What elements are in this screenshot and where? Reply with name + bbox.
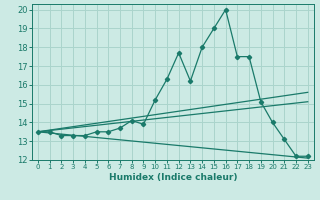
X-axis label: Humidex (Indice chaleur): Humidex (Indice chaleur): [108, 173, 237, 182]
